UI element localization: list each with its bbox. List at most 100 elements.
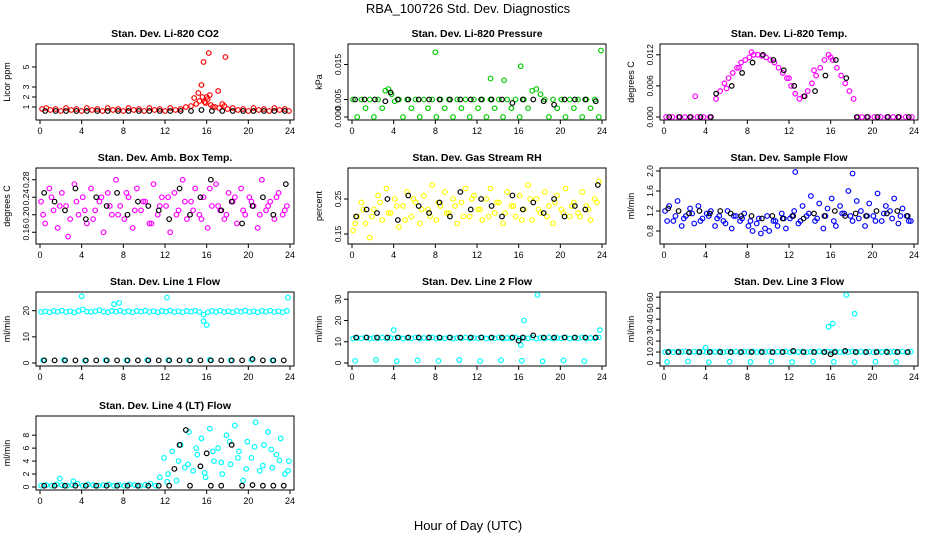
data-point: [554, 105, 561, 112]
data-point: [353, 213, 360, 220]
data-point: [402, 217, 409, 223]
plot-frame: [35, 291, 295, 367]
data-point: [90, 482, 97, 488]
data-point: [394, 96, 401, 103]
x-tick-label: 16: [826, 126, 836, 136]
data-point: [864, 114, 871, 120]
data-point: [182, 427, 189, 433]
data-point: [443, 210, 450, 216]
x-tick-label: 24: [909, 250, 919, 260]
data-point: [561, 213, 568, 220]
data-point: [285, 294, 291, 301]
y-tick-label: 0.28: [21, 171, 31, 188]
data-point: [276, 107, 283, 113]
data-point: [405, 96, 412, 103]
data-point: [851, 310, 858, 317]
x-tick-label: 20: [555, 372, 565, 382]
data-point: [566, 213, 573, 220]
data-point: [183, 216, 190, 223]
data-point: [176, 357, 183, 364]
data-point: [228, 198, 235, 205]
chart-panel-9: Stan. Dev. Line 3 Flow ml/min 0 4 8 12 16 20 24 0…: [626, 276, 919, 382]
data-point: [95, 482, 102, 489]
data-point: [353, 334, 360, 341]
data-point: [759, 349, 765, 355]
data-point: [252, 419, 259, 426]
chart-panel-8: Stan. Dev. Line 2 Flow ml/min 0 4 8 12 16 20 24 0…: [314, 276, 607, 382]
data-point: [114, 482, 120, 489]
y-tick-label: 0.15: [333, 225, 343, 242]
data-point: [111, 482, 117, 489]
data-point: [842, 348, 849, 354]
data-point: [370, 114, 377, 120]
data-point: [94, 106, 101, 112]
chart-title: Stan. Dev. Gas Stream RH: [412, 152, 541, 164]
y-tick-label: 0.25: [333, 190, 343, 207]
data-point: [855, 215, 862, 222]
x-tick-label: 0: [349, 126, 354, 136]
data-point: [146, 105, 153, 111]
data-point: [551, 101, 557, 108]
data-point: [258, 176, 265, 183]
data-point: [145, 357, 152, 364]
chart-title: Stan. Dev. Li-820 Pressure: [411, 28, 542, 40]
data-point: [487, 185, 494, 192]
data-point: [48, 482, 55, 489]
data-point: [104, 105, 111, 111]
data-point: [260, 462, 266, 469]
data-point: [283, 203, 290, 209]
data-point: [113, 176, 119, 183]
data-point: [675, 349, 682, 355]
data-point: [488, 203, 495, 209]
data-point: [135, 482, 141, 489]
data-point: [145, 203, 152, 209]
data-point: [436, 334, 443, 341]
data-point: [41, 357, 48, 364]
x-tick-label: 16: [514, 250, 524, 260]
data-point: [165, 194, 172, 201]
x-tick-label: 8: [121, 250, 126, 260]
data-point: [680, 215, 687, 222]
data-point: [137, 482, 143, 489]
data-point: [736, 64, 742, 71]
data-point: [594, 182, 601, 188]
data-point: [52, 106, 59, 112]
data-point: [782, 225, 789, 232]
data-point: [769, 213, 776, 219]
data-point: [500, 114, 506, 120]
data-point: [491, 105, 498, 112]
data-point: [495, 96, 502, 103]
x-tick-label: 4: [391, 372, 396, 382]
data-point: [110, 107, 116, 113]
data-point: [352, 96, 359, 103]
data-point: [884, 349, 890, 355]
y-tick-label: 20: [21, 306, 31, 316]
y-tick-label: 3: [21, 84, 31, 89]
x-tick-label: 4: [391, 126, 396, 136]
y-axis-label: kPa: [314, 74, 324, 90]
x-tick-label: 8: [121, 496, 126, 506]
data-point: [582, 96, 589, 103]
data-point: [129, 224, 136, 231]
data-point: [146, 108, 153, 114]
data-point: [676, 114, 683, 120]
data-point: [242, 211, 249, 218]
data-point: [379, 217, 386, 223]
data-point: [728, 82, 735, 89]
data-point: [429, 96, 436, 103]
data-point: [495, 199, 502, 206]
chart-title: Stan. Dev. Li-820 CO2: [111, 28, 219, 40]
data-point: [739, 70, 746, 76]
data-point: [545, 114, 552, 120]
data-point: [64, 482, 70, 489]
data-point: [133, 185, 140, 192]
data-point: [853, 198, 860, 204]
data-point: [717, 88, 724, 94]
data-point: [420, 192, 427, 199]
data-point: [208, 108, 215, 114]
data-point: [124, 211, 131, 218]
data-point: [447, 96, 453, 103]
data-point: [890, 114, 897, 120]
data-point: [366, 96, 373, 103]
data-point: [738, 349, 744, 355]
